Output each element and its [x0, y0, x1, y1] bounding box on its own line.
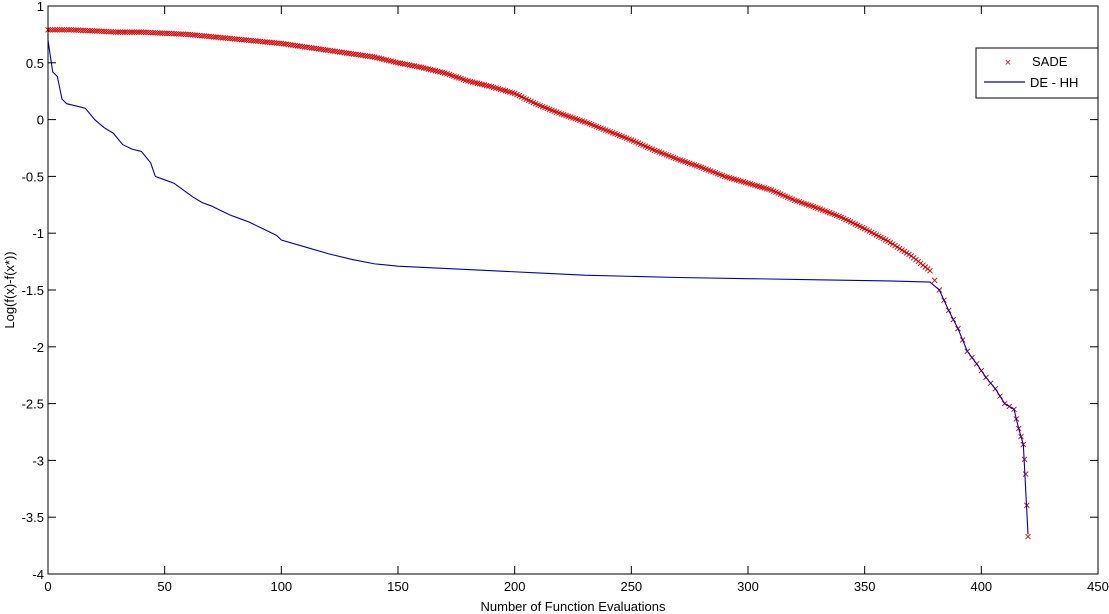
x-tick-label: 50 — [157, 579, 171, 594]
y-tick-label: -3.5 — [22, 510, 44, 525]
ticks-layer: 0 50 100 150 200 250 300 350 400 450 1 0.5 0 -0.5 -1 -1… — [22, 0, 1109, 594]
legend-label-sade: SADE — [1032, 54, 1068, 69]
x-tick-label: 100 — [270, 579, 292, 594]
x-tick-label: 0 — [44, 579, 51, 594]
x-tick-label: 250 — [620, 579, 642, 594]
y-tick-label: -3 — [32, 453, 44, 468]
series-de-hh-line — [47, 40, 1029, 535]
y-tick-label: 1 — [37, 0, 44, 14]
x-axis-label: Number of Function Evaluations — [481, 599, 666, 614]
sade-marker-icon: × — [1005, 57, 1011, 69]
x-tick-label: 350 — [854, 579, 876, 594]
x-tick-label: 450 — [1087, 579, 1109, 594]
y-tick-label: -4 — [32, 567, 44, 582]
legend-box — [975, 47, 1099, 99]
x-tick-label: 400 — [970, 579, 992, 594]
x-tick-label: 150 — [387, 579, 409, 594]
legend-label-de-hh: DE - HH — [1030, 75, 1078, 90]
y-tick-label: 0 — [37, 113, 44, 128]
y-tick-label: -0.5 — [22, 169, 44, 184]
y-axis-label: Log(f(x)-f(x*)) — [2, 251, 17, 328]
series-sade-markers — [45, 27, 1031, 540]
y-tick-label: -1 — [32, 226, 44, 241]
y-tick-label: -2 — [32, 340, 44, 355]
legend: × SADE DE - HH — [975, 47, 1099, 99]
y-tick-label: -2.5 — [22, 397, 44, 412]
x-tick-label: 300 — [737, 579, 759, 594]
y-tick-label: -1.5 — [22, 283, 44, 298]
y-tick-label: 0.5 — [26, 56, 44, 71]
x-tick-label: 200 — [504, 579, 526, 594]
series-layer — [45, 27, 1031, 540]
